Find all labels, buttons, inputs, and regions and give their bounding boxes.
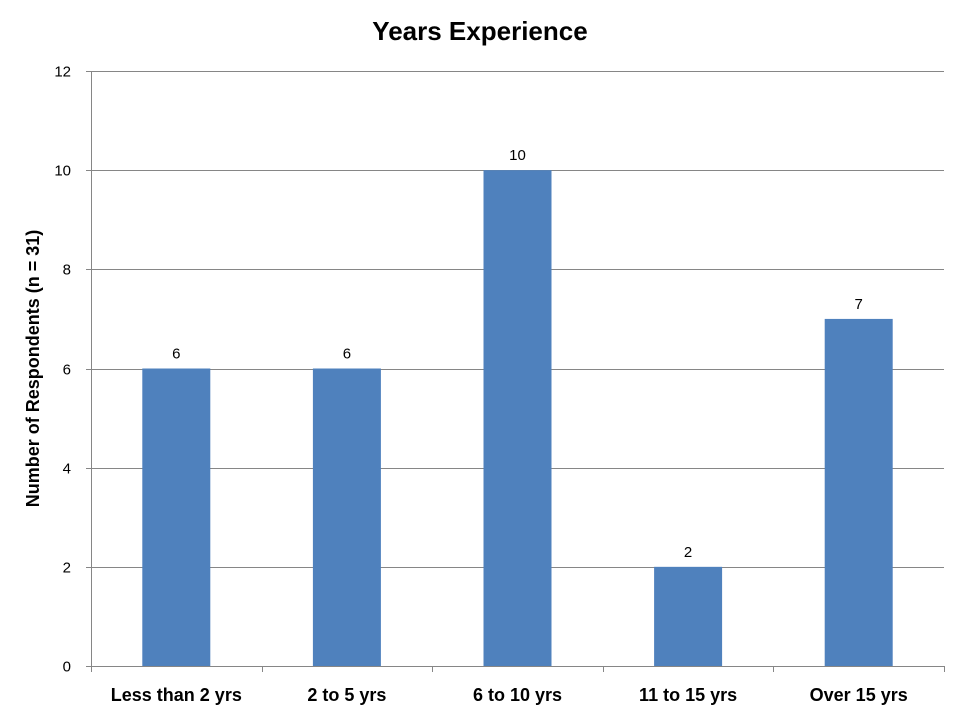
y-tick-label: 10 bbox=[54, 163, 71, 180]
data-label: 6 bbox=[343, 346, 351, 363]
y-tick-label: 4 bbox=[63, 461, 71, 478]
y-tick-label: 2 bbox=[63, 560, 71, 577]
x-tick-label: 2 to 5 yrs bbox=[307, 685, 386, 705]
x-tick-label: 6 to 10 yrs bbox=[473, 685, 562, 705]
y-tick-label: 8 bbox=[63, 262, 71, 279]
chart-title: Years Experience bbox=[372, 16, 587, 46]
y-tick-label: 12 bbox=[54, 64, 71, 81]
y-axis-title: Number of Respondents (n = 31) bbox=[23, 230, 43, 508]
bars bbox=[142, 170, 893, 666]
data-label: 10 bbox=[509, 147, 526, 164]
y-tick-label: 6 bbox=[63, 362, 71, 379]
data-label: 7 bbox=[855, 296, 863, 313]
x-tick-label: Less than 2 yrs bbox=[111, 685, 242, 705]
labels: 0 2 4 6 8 10 12 6 Less than 2 yrs 6 2 to 5 yrs 10 6 … bbox=[54, 64, 907, 706]
bar bbox=[312, 368, 381, 666]
x-tick-label: 11 to 15 yrs bbox=[639, 685, 737, 705]
bar bbox=[142, 368, 211, 666]
y-tick-label: 0 bbox=[63, 659, 71, 676]
bar bbox=[483, 170, 552, 666]
data-label: 6 bbox=[172, 346, 180, 363]
x-tick-label: Over 15 yrs bbox=[810, 685, 908, 705]
data-label: 2 bbox=[684, 544, 692, 561]
bar bbox=[824, 318, 893, 666]
bar bbox=[654, 566, 723, 666]
axes bbox=[86, 71, 945, 672]
